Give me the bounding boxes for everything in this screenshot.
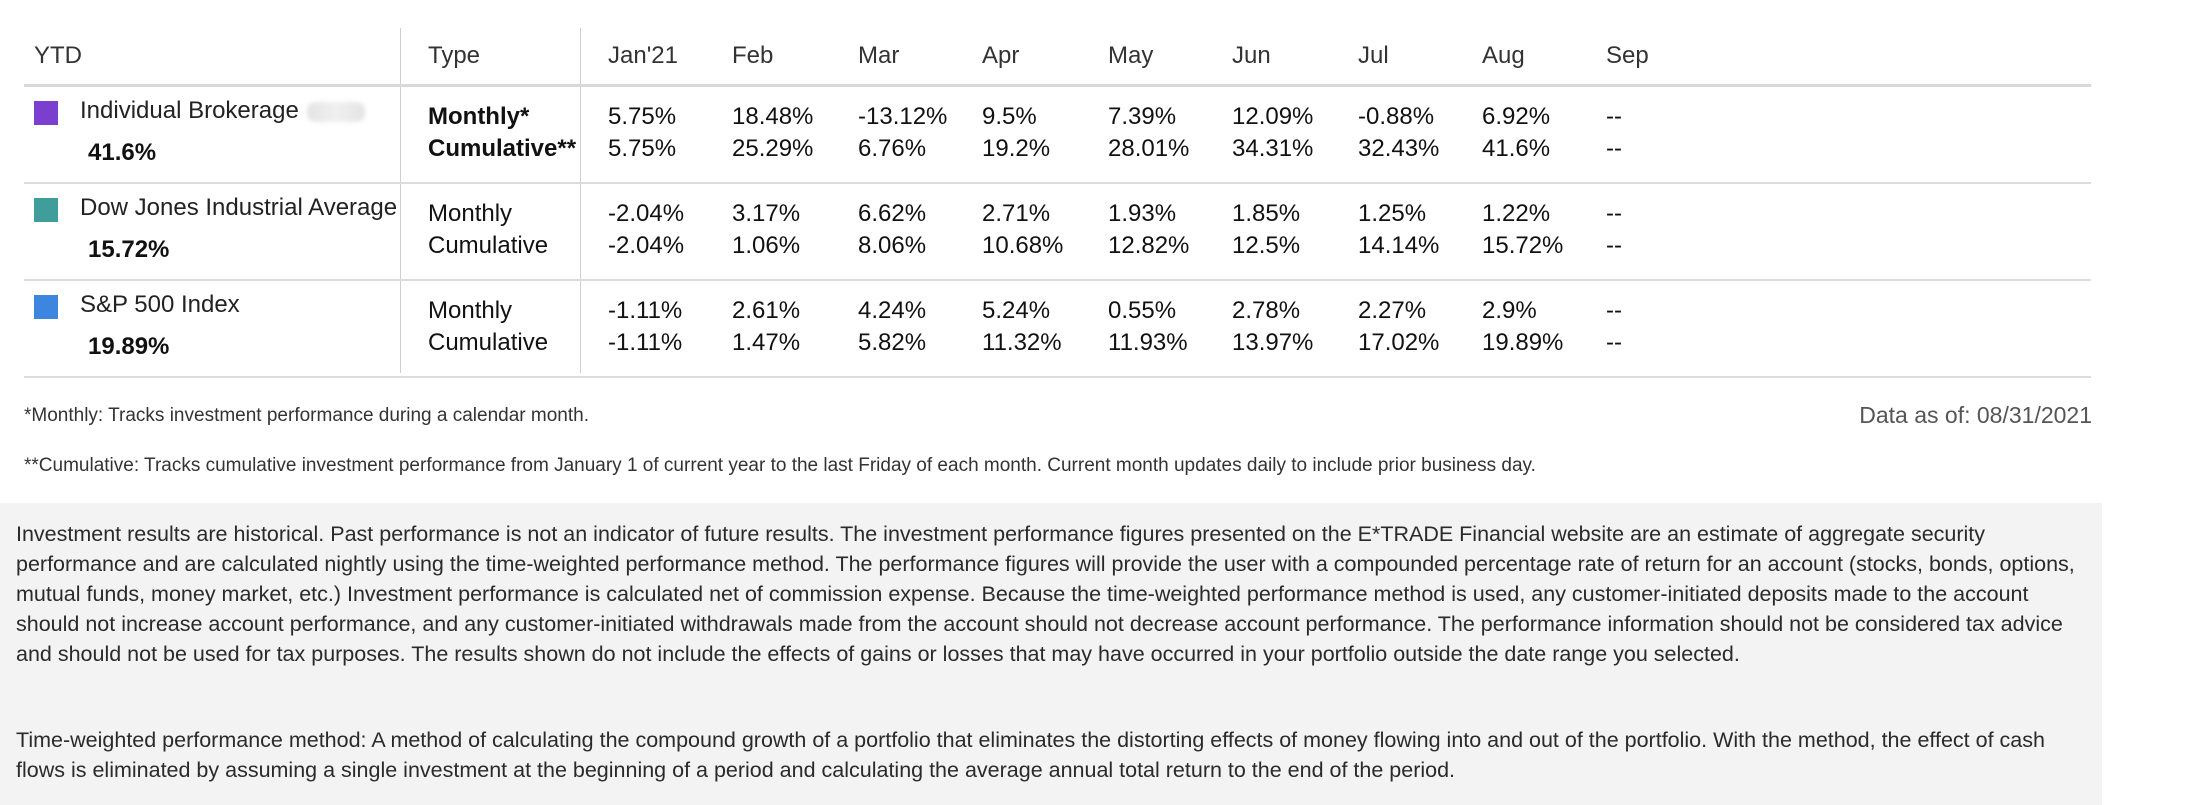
header-month: Mar	[858, 42, 900, 69]
footnote-monthly: *Monthly: Tracks investment performance …	[24, 405, 589, 426]
monthly-value: 12.09%	[1232, 103, 1314, 130]
cumulative-value: 12.5%	[1232, 232, 1301, 259]
header-month: Sep	[1606, 42, 1649, 69]
monthly-value: 1.25%	[1358, 200, 1427, 227]
cumulative-value: 8.06%	[858, 232, 927, 259]
type-monthly: Monthly*	[428, 103, 530, 130]
disclaimer-paragraph: Time-weighted performance method: A meth…	[16, 728, 2045, 782]
monthly-value: 1.93%	[1108, 200, 1177, 227]
monthly-value: 1.22%	[1482, 200, 1551, 227]
masked-account-number	[306, 101, 365, 122]
monthly-value: -13.12%	[858, 103, 948, 130]
monthly-value: 2.78%	[1232, 297, 1301, 324]
cumulative-value: -1.11%	[608, 329, 683, 356]
header-month: May	[1108, 42, 1154, 69]
ytd-value: 41.6%	[88, 139, 157, 166]
table-header: YTD Type Jan'21 Feb Mar Apr May Jun Jul …	[24, 28, 2091, 87]
monthly-value: 2.9%	[1482, 297, 1537, 324]
disclaimer-panel: Investment results are historical. Past …	[0, 503, 2102, 805]
table-row: S&P 500 Index 19.89% Monthly Cumulative …	[24, 281, 2091, 378]
cumulative-value: 5.82%	[858, 329, 927, 356]
type-cumulative: Cumulative	[428, 329, 549, 356]
cumulative-value: 28.01%	[1108, 135, 1190, 162]
footnote-cumulative: **Cumulative: Tracks cumulative investme…	[24, 455, 1536, 476]
table-row: Dow Jones Industrial Average 15.72% Mont…	[24, 184, 2091, 281]
monthly-value: -2.04%	[608, 200, 685, 227]
cumulative-value: 6.76%	[858, 135, 927, 162]
data-as-of: Data as of: 08/31/2021	[1859, 402, 2092, 428]
header-type: Type	[428, 42, 481, 69]
cumulative-value: 15.72%	[1482, 232, 1564, 259]
performance-table: YTD Type Jan'21 Feb Mar Apr May Jun Jul …	[24, 28, 2091, 378]
monthly-value: 7.39%	[1108, 103, 1177, 130]
cumulative-value: 19.89%	[1482, 329, 1564, 356]
type-monthly: Monthly	[428, 200, 513, 227]
legend-swatch	[34, 101, 58, 125]
cumulative-value: 5.75%	[608, 135, 677, 162]
cumulative-value: 19.2%	[982, 135, 1051, 162]
account-name: Dow Jones Industrial Average	[80, 194, 398, 221]
monthly-value: --	[1606, 103, 1622, 130]
cumulative-value: 13.97%	[1232, 329, 1314, 356]
monthly-value: 2.71%	[982, 200, 1051, 227]
monthly-value: --	[1606, 297, 1622, 324]
type-cumulative: Cumulative**	[428, 135, 577, 162]
monthly-value: --	[1606, 200, 1622, 227]
header-month: Jul	[1358, 42, 1389, 69]
account-name[interactable]: Individual Brokerage	[80, 97, 365, 125]
monthly-value: -0.88%	[1358, 103, 1435, 130]
cumulative-value: 11.93%	[1108, 329, 1188, 356]
monthly-value: 2.61%	[732, 297, 801, 324]
cumulative-value: 25.29%	[732, 135, 814, 162]
monthly-value: 1.85%	[1232, 200, 1301, 227]
monthly-value: -1.11%	[608, 297, 683, 324]
cumulative-value: 41.6%	[1482, 135, 1551, 162]
cumulative-value: 10.68%	[982, 232, 1064, 259]
header-month: Aug	[1482, 42, 1525, 69]
monthly-value: 9.5%	[982, 103, 1037, 130]
cumulative-value: 1.06%	[732, 232, 801, 259]
ytd-value: 19.89%	[88, 333, 170, 360]
header-month: Feb	[732, 42, 774, 69]
cumulative-value: 32.43%	[1358, 135, 1440, 162]
cumulative-value: --	[1606, 329, 1622, 356]
cumulative-value: 17.02%	[1358, 329, 1440, 356]
type-cumulative: Cumulative	[428, 232, 549, 259]
cumulative-value: 34.31%	[1232, 135, 1314, 162]
type-monthly: Monthly	[428, 297, 513, 324]
column-divider	[400, 28, 401, 373]
monthly-value: 0.55%	[1108, 297, 1177, 324]
header-ytd: YTD	[34, 42, 82, 69]
monthly-value: 18.48%	[732, 103, 814, 130]
monthly-value: 2.27%	[1358, 297, 1427, 324]
legend-swatch	[34, 198, 58, 222]
legend-swatch	[34, 295, 58, 319]
cumulative-value: -2.04%	[608, 232, 685, 259]
disclaimer-paragraph: Investment results are historical. Past …	[16, 522, 2075, 666]
monthly-value: 5.75%	[608, 103, 677, 130]
cumulative-value: 11.32%	[982, 329, 1062, 356]
table-row: Individual Brokerage 41.6% Monthly* Cumu…	[24, 87, 2091, 184]
account-name: S&P 500 Index	[80, 291, 240, 318]
header-month: Jan'21	[608, 42, 678, 69]
cumulative-value: --	[1606, 135, 1622, 162]
ytd-value: 15.72%	[88, 236, 170, 263]
cumulative-value: --	[1606, 232, 1622, 259]
monthly-value: 4.24%	[858, 297, 927, 324]
cumulative-value: 1.47%	[732, 329, 801, 356]
monthly-value: 5.24%	[982, 297, 1051, 324]
monthly-value: 3.17%	[732, 200, 801, 227]
header-month: Jun	[1232, 42, 1271, 69]
column-divider	[580, 28, 581, 373]
header-month: Apr	[982, 42, 1020, 69]
cumulative-value: 12.82%	[1108, 232, 1190, 259]
cumulative-value: 14.14%	[1358, 232, 1440, 259]
monthly-value: 6.62%	[858, 200, 927, 227]
monthly-value: 6.92%	[1482, 103, 1551, 130]
